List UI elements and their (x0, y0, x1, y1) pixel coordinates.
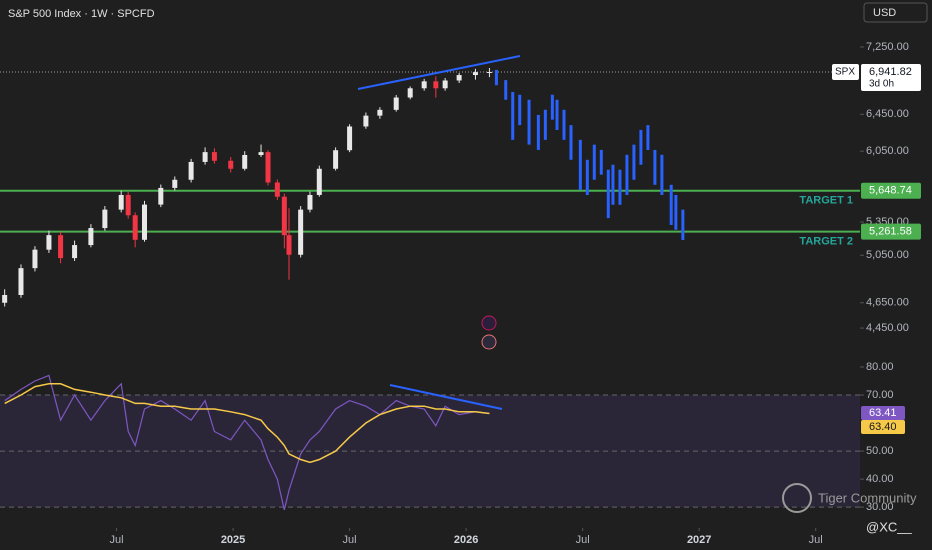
author: @XC__ (866, 519, 912, 534)
candle-body (141, 204, 147, 240)
y-tick-label: 80.00 (866, 361, 894, 373)
flag-icon[interactable] (481, 334, 497, 350)
rsi-trend-line (389, 384, 503, 410)
candle-body (265, 152, 271, 183)
event-icon[interactable] (481, 315, 497, 331)
candle-body (286, 235, 292, 255)
x-tick-label: Jul (109, 534, 123, 546)
y-tick-label: 7,250.00 (866, 41, 909, 53)
candle-body (307, 194, 313, 210)
candle-body (132, 215, 138, 240)
candle-body (242, 154, 248, 169)
candle-body (102, 209, 108, 229)
rsi-ma-box (861, 420, 905, 434)
candle-body (118, 194, 124, 210)
chart-title: S&P 500 Index · 1W · SPCFD (8, 8, 155, 20)
candle-body (46, 235, 52, 250)
y-tick-label: 4,450.00 (866, 322, 909, 334)
candle-body (2, 295, 8, 303)
y-tick-label: 6,050.00 (866, 145, 909, 157)
candle-body (298, 209, 304, 255)
candle-body (211, 152, 217, 161)
currency[interactable]: USD (873, 7, 896, 19)
last-price-box (861, 63, 921, 91)
target-price: 5,261.58 (869, 225, 912, 237)
candle-body (88, 228, 94, 246)
candle-body (333, 150, 339, 169)
x-tick-label: 2027 (687, 534, 711, 546)
candle-body (421, 81, 427, 89)
watermark: Tiger Community (818, 490, 917, 505)
target-label: TARGET 1 (799, 195, 853, 207)
candle-body (456, 75, 462, 81)
candle-body (32, 249, 38, 269)
plot: 80.00 70.00 50.00 40.00 30.00 Jul 2025 Jul 2026 J… (0, 41, 921, 546)
candle-body (72, 245, 78, 259)
candle-body (316, 168, 322, 195)
y-tick-label: 6,450.00 (866, 108, 909, 120)
symbol: SPX (835, 67, 855, 78)
rsi-line (4, 374, 490, 511)
y-tick-label: 30.00 (866, 501, 894, 513)
candle-body (281, 196, 287, 236)
currency-box[interactable] (863, 2, 928, 23)
candle-body (228, 160, 234, 169)
candle-body (258, 152, 264, 155)
candle-body (188, 161, 194, 180)
target-price-box (861, 182, 921, 199)
rsi-line (4, 383, 490, 464)
candle-body (486, 71, 492, 73)
candle-body (172, 179, 178, 188)
candle-body (202, 152, 208, 162)
candle-body (58, 235, 64, 259)
y-tick-label: 50.00 (866, 445, 894, 457)
rsi-value: 63.41 (869, 407, 897, 419)
candle-body (158, 187, 164, 205)
candle-body (393, 97, 399, 110)
x-tick-label: Jul (343, 534, 357, 546)
x-tick-label: 2026 (454, 534, 478, 546)
candle-body (18, 268, 24, 296)
y-tick-label: 4,650.00 (866, 297, 909, 309)
target-price: 5,648.74 (869, 185, 912, 197)
x-tick-label: 2025 (221, 534, 245, 546)
y-tick-label: 70.00 (866, 389, 894, 401)
target-price-box (861, 223, 921, 240)
y-tick-label: 5,050.00 (866, 249, 909, 261)
candle-body (125, 194, 131, 216)
x-tick-label: Jul (809, 534, 823, 546)
candle-body (472, 72, 478, 76)
x-tick-label: Jul (576, 534, 590, 546)
last-price: 6,941.82 (869, 66, 912, 78)
rsi-ma-value: 63.40 (869, 421, 897, 433)
candle-body (442, 80, 448, 89)
candle-body (347, 126, 353, 151)
watermark-logo (782, 483, 812, 513)
trend-line (357, 55, 521, 90)
y-tick-label: 40.00 (866, 473, 894, 485)
rsi-value-box (861, 406, 905, 420)
countdown: 3d 0h (869, 79, 894, 90)
candle-body (274, 182, 280, 197)
candle-body (377, 109, 383, 116)
candle-body (407, 88, 413, 98)
candle-body (363, 115, 369, 127)
candle-body (433, 81, 439, 89)
target-label: TARGET 2 (799, 235, 853, 247)
symbol-box (832, 63, 859, 80)
